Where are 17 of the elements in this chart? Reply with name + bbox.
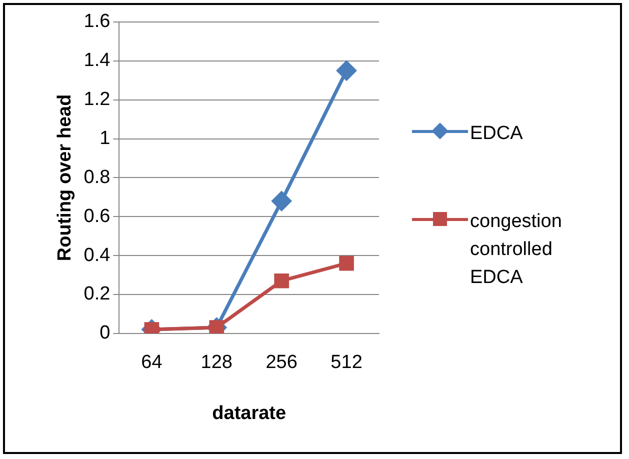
y-tick-label: 1.2 (84, 89, 110, 110)
y-tick-label: 0.4 (84, 244, 111, 266)
y-axis-title: Routing over head (54, 94, 76, 262)
y-tick-label: 0.2 (84, 284, 110, 305)
y-tick-label: 1 (100, 128, 110, 150)
y-tick-label: 0.6 (84, 206, 110, 227)
x-tick-label: 64 (141, 352, 163, 374)
y-tick-label: 1.6 (84, 11, 110, 32)
y-tick-label: 0.8 (84, 166, 110, 188)
legend-label: congestion controlled EDCA (470, 210, 563, 290)
x-tick-label: 512 (330, 352, 362, 374)
x-tick-label: 256 (266, 352, 298, 374)
x-tick-label: 128 (200, 352, 232, 374)
y-tick-label: 1.4 (84, 50, 111, 72)
legend-label: EDCA (470, 122, 524, 146)
x-axis-title: datarate (212, 402, 286, 424)
y-tick-label: 0 (100, 322, 110, 344)
